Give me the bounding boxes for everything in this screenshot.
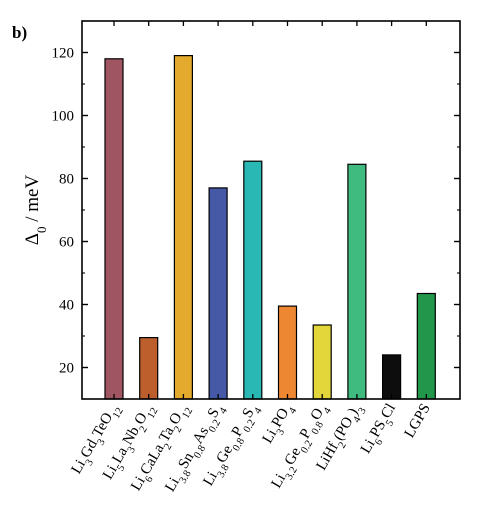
x-category-label: LGPS (402, 401, 434, 441)
y-tick-label: 120 (52, 46, 75, 62)
bar-Li5La3Nb2O12 (140, 338, 158, 399)
panel-label: b) (12, 23, 27, 42)
bar-Li3PO4 (279, 306, 297, 399)
x-category-label: Li3PO4 (260, 400, 300, 448)
bar-Li6PS5Cl (383, 355, 401, 399)
bar-Li6CaLa2Ta2O12 (174, 56, 192, 399)
y-tick-label: 100 (52, 109, 75, 125)
plot-frame (82, 21, 460, 399)
x-axis-category-labels: Li3Gd3TeO12Li5La3Nb2O12Li6CaLa2Ta2O12Li3… (68, 400, 433, 496)
bar-Li3Gd3TeO12 (105, 59, 123, 399)
y-tick-label: 60 (59, 235, 74, 251)
bar-Li3.8Ge0.8P0.2S4 (244, 161, 262, 399)
y-tick-label: 40 (59, 298, 74, 314)
y-tick-label: 80 (59, 172, 74, 188)
bar-Li3.2Ge0.2P0.8O4 (313, 325, 331, 399)
bars-group (105, 56, 435, 399)
bar-LGPS (417, 294, 435, 400)
y-tick-label: 20 (59, 361, 74, 377)
y-axis-title: Δ0 / meV (22, 175, 49, 246)
bar-LiHf2(PO4)3 (348, 164, 366, 399)
bar-Li3.8Sn0.8As0.2S4 (209, 188, 227, 399)
